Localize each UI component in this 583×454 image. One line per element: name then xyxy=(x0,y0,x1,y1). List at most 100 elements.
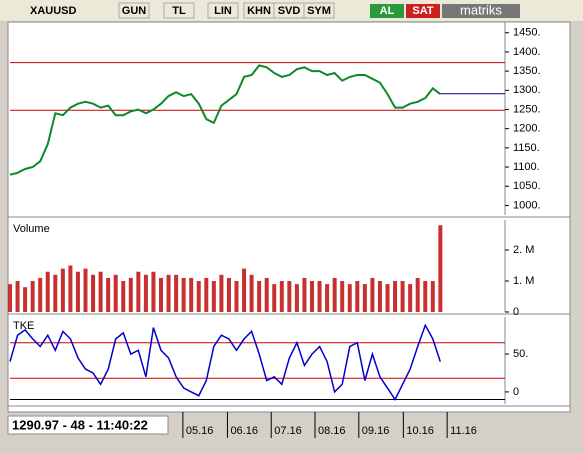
volume-bar xyxy=(430,281,435,312)
x-tick-label: 11.16 xyxy=(450,425,477,437)
x-tick-label: 09.16 xyxy=(362,425,390,437)
brand-box xyxy=(442,4,520,18)
y-tick-label: 1. M xyxy=(513,275,534,287)
volume-bar xyxy=(279,281,284,312)
toolbar-button-label[interactable]: SVD xyxy=(278,5,301,17)
volume-bar xyxy=(347,284,352,312)
volume-bar xyxy=(325,284,330,312)
volume-bar xyxy=(272,284,277,312)
volume-bar xyxy=(166,274,171,312)
volume-bar xyxy=(287,281,292,312)
volume-bar xyxy=(159,277,163,312)
toolbar-button-label[interactable]: KHN xyxy=(247,5,271,17)
volume-bar xyxy=(249,274,254,312)
volume-bar xyxy=(45,271,50,312)
volume-bar xyxy=(98,271,103,312)
y-tick-label: 50. xyxy=(513,348,528,360)
y-tick-label: 0 xyxy=(513,306,519,318)
volume-bar xyxy=(174,274,179,312)
volume-bar xyxy=(8,284,12,312)
volume-bar xyxy=(438,225,443,312)
data-line xyxy=(9,64,441,176)
volume-bar xyxy=(189,277,194,312)
volume-bar xyxy=(38,277,43,312)
volume-bar xyxy=(68,265,73,312)
volume-bar xyxy=(128,277,133,312)
volume-bar xyxy=(264,277,269,312)
y-tick-label: 0 xyxy=(513,386,519,398)
buy-label[interactable]: AL xyxy=(380,5,395,17)
volume-bar xyxy=(53,274,58,312)
toolbar-button[interactable] xyxy=(118,2,150,19)
x-tick-label: 06.16 xyxy=(230,425,258,437)
volume-bar xyxy=(340,281,345,312)
y-tick-label: 1250. xyxy=(513,103,541,115)
y-tick-label: 1450. xyxy=(513,27,541,39)
volume-bar xyxy=(302,277,307,312)
volume-bar xyxy=(113,274,118,312)
volume-bar xyxy=(377,281,382,312)
toolbar-button[interactable] xyxy=(207,2,239,19)
y-tick-label: 1200. xyxy=(513,123,541,135)
volume-bar xyxy=(211,281,216,312)
toolbar-button[interactable] xyxy=(163,2,195,19)
x-tick-label: 08.16 xyxy=(318,425,346,437)
volume-bar xyxy=(362,284,367,312)
volume-bar xyxy=(143,274,148,312)
y-tick-label: 1050. xyxy=(513,180,541,192)
panel-title: TKE xyxy=(13,320,34,332)
volume-bar xyxy=(75,271,80,312)
sell-button[interactable] xyxy=(406,4,440,18)
volume-bar xyxy=(196,281,201,312)
buy-button[interactable] xyxy=(370,4,404,18)
volume-bar xyxy=(423,281,428,312)
volume-bar xyxy=(415,277,420,312)
volume-bar xyxy=(393,281,398,312)
volume-bar xyxy=(385,284,390,312)
volume-bar xyxy=(106,277,111,312)
volume-bar xyxy=(242,268,247,312)
volume-bar xyxy=(91,274,96,312)
volume-bar xyxy=(15,281,20,312)
volume-bar xyxy=(23,287,28,312)
y-tick-label: 1100. xyxy=(513,161,540,173)
toolbar-button[interactable] xyxy=(303,2,335,19)
volume-bar xyxy=(332,277,337,312)
volume-bar xyxy=(400,281,405,312)
x-tick-label: 10.16 xyxy=(406,425,434,437)
volume-bar xyxy=(121,281,126,312)
volume-bar xyxy=(317,281,322,312)
volume-bar xyxy=(370,277,375,312)
volume-bar xyxy=(234,281,239,312)
x-tick-label: 07.16 xyxy=(274,425,302,437)
y-tick-label: 1150. xyxy=(513,142,540,154)
panel-title: Volume xyxy=(13,223,50,235)
volume-bar xyxy=(355,281,360,312)
status: 1290.97 - 48 - 11:40:22 xyxy=(12,417,148,432)
brand: matriks xyxy=(460,2,502,17)
y-tick-label: 1000. xyxy=(513,199,541,211)
volume-bar xyxy=(30,281,35,312)
volume-bar xyxy=(226,277,231,312)
sell-label[interactable]: SAT xyxy=(412,5,433,17)
y-tick-label: 1350. xyxy=(513,65,541,77)
volume-bar xyxy=(60,268,65,312)
status-box xyxy=(7,415,169,435)
volume-bar xyxy=(294,284,299,312)
volume-bar xyxy=(219,274,224,312)
volume-bar xyxy=(408,284,413,312)
toolbar-button-label[interactable]: LIN xyxy=(214,5,232,17)
y-tick-label: 1300. xyxy=(513,84,541,96)
volume-bar xyxy=(181,277,186,312)
toolbar-button-label[interactable]: SYM xyxy=(307,5,331,17)
volume-bar xyxy=(136,271,141,312)
toolbar-button-label[interactable]: TL xyxy=(172,5,186,17)
toolbar-button-label[interactable]: GUN xyxy=(122,5,147,17)
y-tick-label: 2. M xyxy=(513,244,534,256)
volume-bar xyxy=(151,271,156,312)
symbol: XAUUSD xyxy=(30,5,77,17)
x-tick-label: 05.16 xyxy=(186,425,214,437)
volume-bar xyxy=(83,268,88,312)
volume-bar xyxy=(257,281,262,312)
